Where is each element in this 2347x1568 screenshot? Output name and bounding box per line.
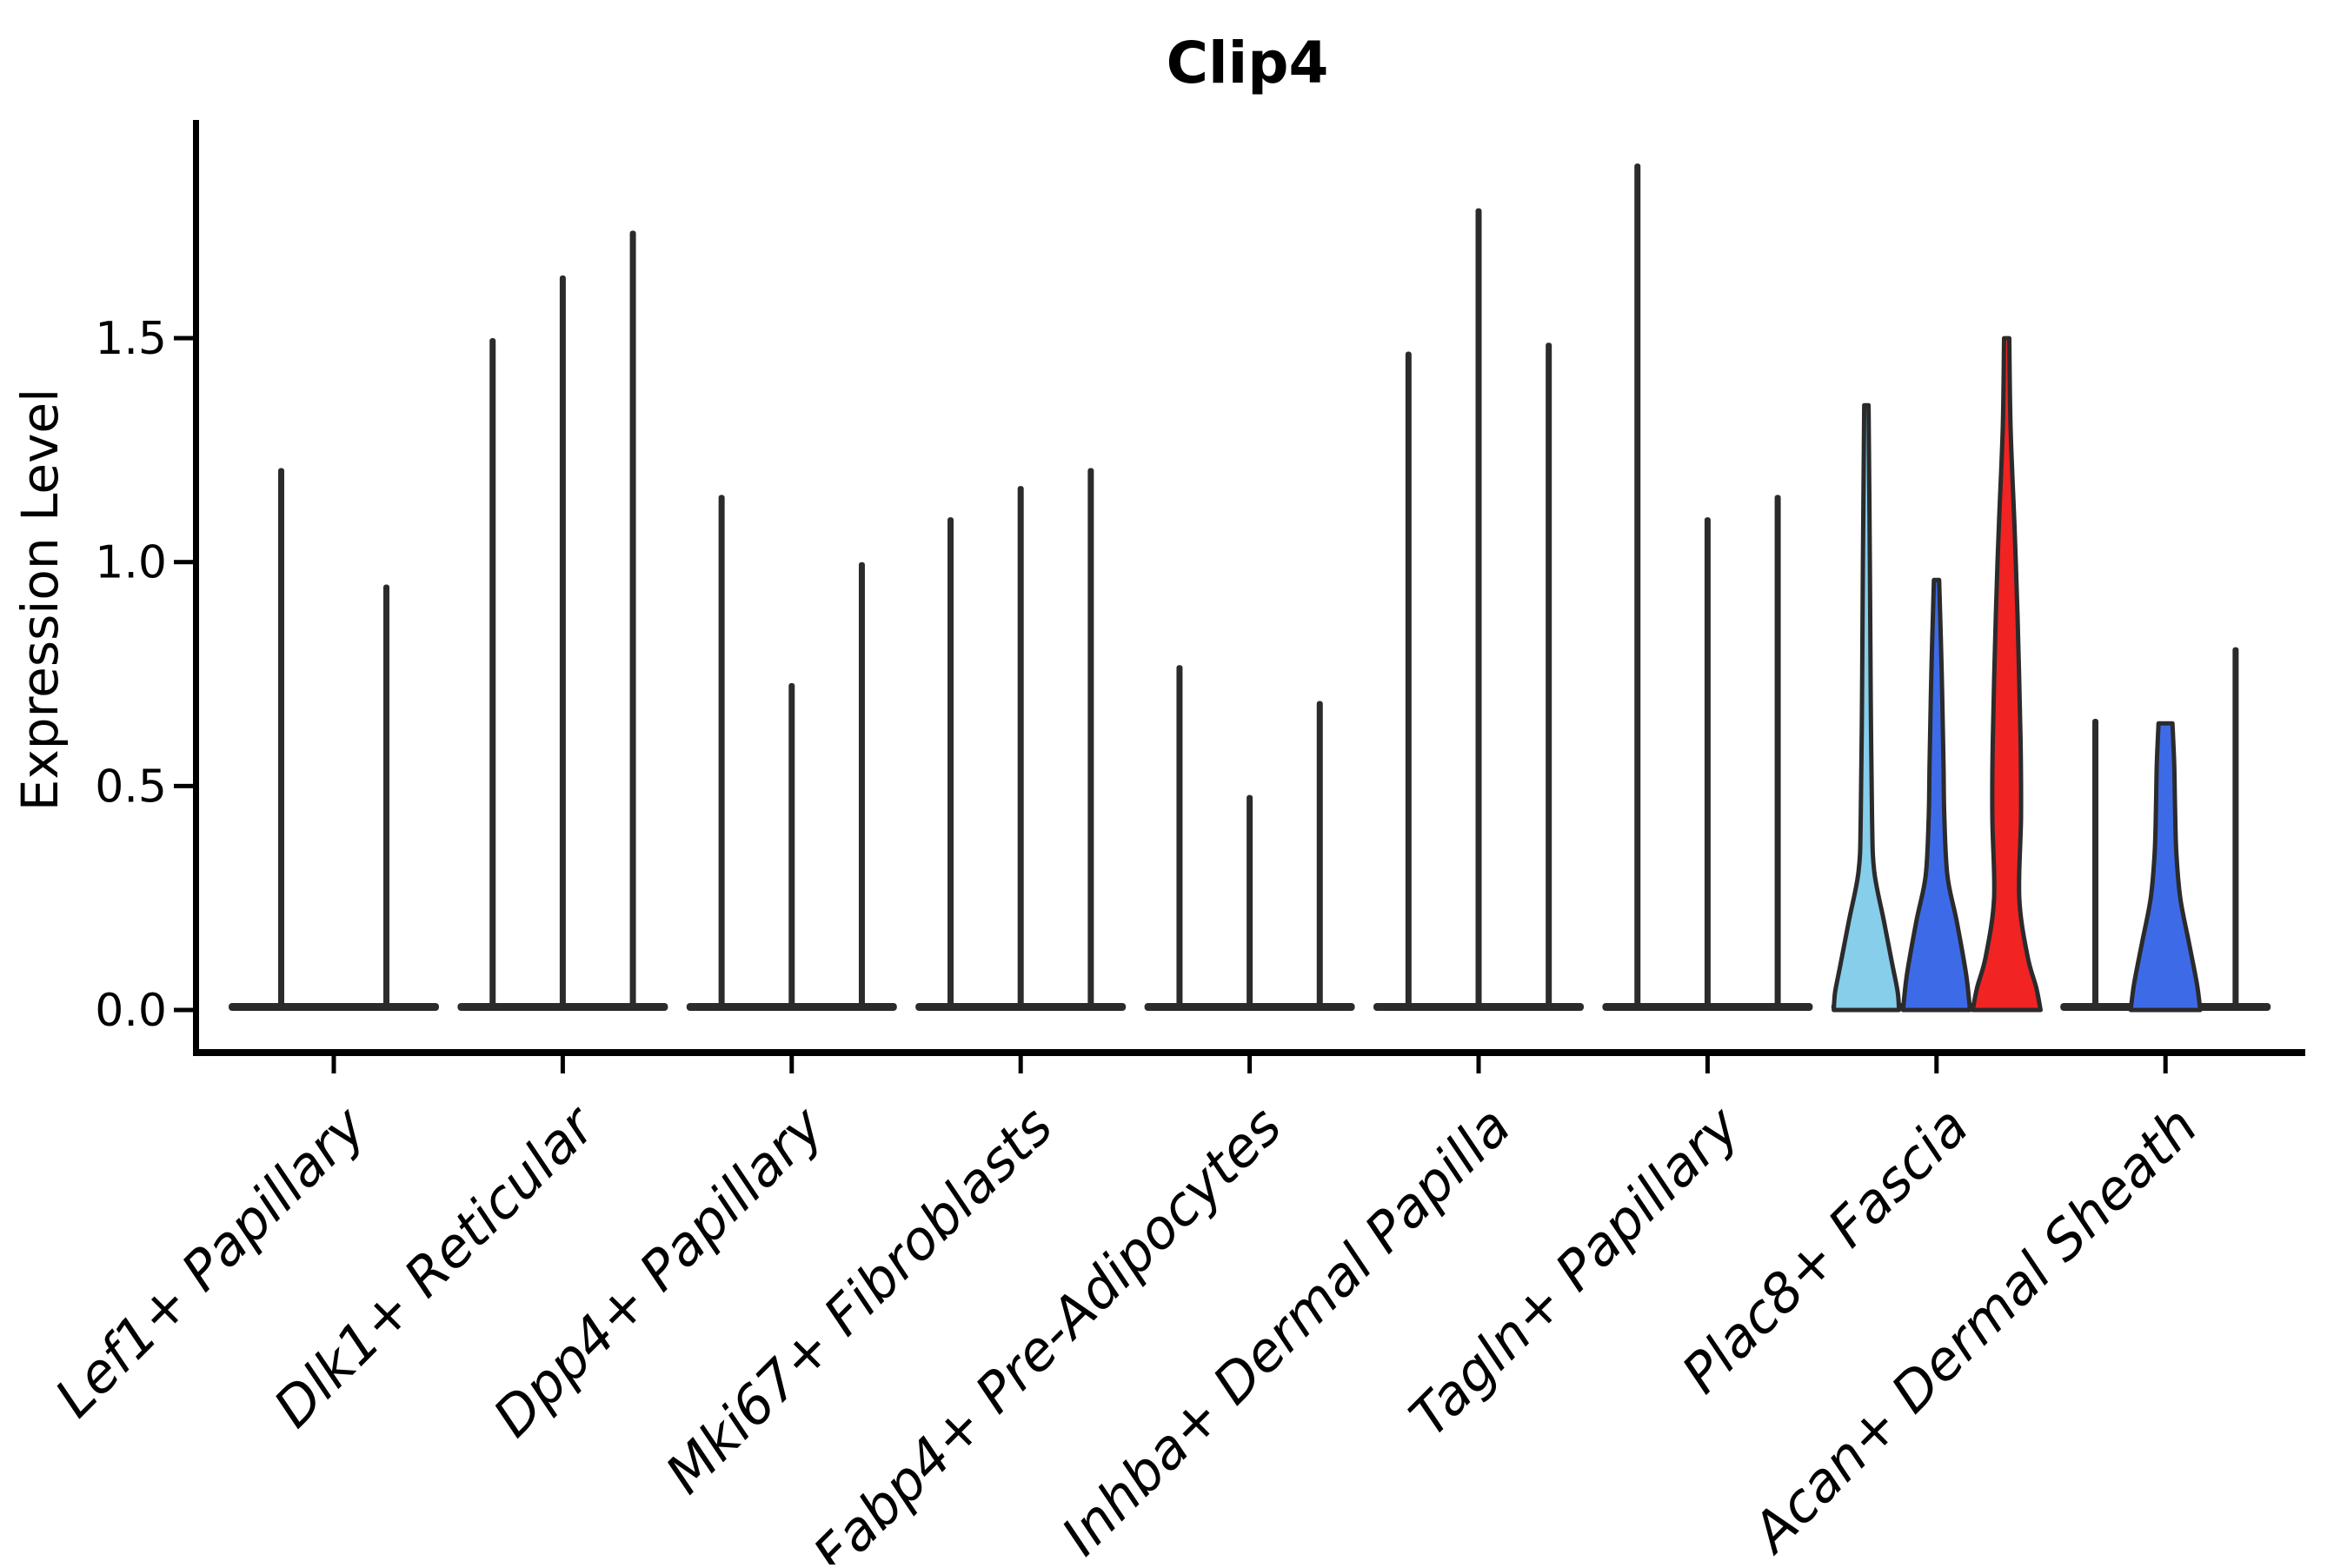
y-tick-label: 1.5	[95, 313, 167, 365]
violin-spike	[1475, 208, 1482, 1010]
y-tick-mark	[174, 560, 193, 565]
violin-spike	[788, 682, 795, 1010]
x-tick-mark	[1247, 1056, 1253, 1073]
y-tick-label: 1.0	[95, 537, 167, 589]
violin-spike	[2092, 719, 2099, 1010]
violin-spike	[947, 517, 954, 1010]
y-tick-mark	[174, 783, 193, 788]
violin-spike	[1176, 665, 1183, 1010]
x-tick-label: Fabp4+ Pre-Adipocytes	[801, 1094, 1293, 1565]
violin-spike	[858, 561, 865, 1010]
violin-spike	[1546, 342, 1552, 1010]
violin-baseline	[229, 1003, 439, 1011]
violin-spike	[383, 584, 389, 1010]
violin-spike	[2232, 647, 2239, 1010]
x-tick-mark	[1934, 1056, 1939, 1073]
violin-spike	[559, 275, 566, 1011]
violin-spike	[718, 495, 725, 1010]
x-axis-spine	[193, 1049, 2305, 1056]
violin-spike	[1634, 163, 1641, 1010]
x-tick-mark	[560, 1056, 565, 1073]
y-axis-spine	[193, 120, 199, 1056]
x-tick-mark	[1018, 1056, 1023, 1073]
violin-spike	[1087, 468, 1094, 1010]
y-tick-mark	[174, 1007, 193, 1013]
x-tick-mark	[331, 1056, 336, 1073]
y-tick-mark	[174, 336, 193, 341]
violin-spike	[1316, 701, 1323, 1010]
chart-title: Clip4	[1167, 30, 1329, 96]
violin-spike	[1774, 495, 1781, 1010]
violin-density	[2128, 721, 2203, 1013]
y-axis-label: Expression Level	[10, 389, 70, 811]
x-tick-label: Acan+ Dermal Sheath	[1738, 1094, 2210, 1565]
violin-density	[1971, 336, 2043, 1013]
violin-density	[1900, 577, 1972, 1013]
violin-spike	[1017, 486, 1024, 1010]
y-tick-label: 0.0	[95, 985, 167, 1037]
x-tick-mark	[2163, 1056, 2168, 1073]
x-tick-mark	[789, 1056, 795, 1073]
violin-spike	[1405, 351, 1412, 1010]
violin-spike	[489, 338, 496, 1010]
y-tick-label: 0.5	[95, 761, 167, 813]
violin-spike	[629, 230, 636, 1010]
violin-spike	[1704, 517, 1711, 1010]
x-tick-mark	[1476, 1056, 1481, 1073]
violin-density	[1832, 402, 1902, 1013]
x-tick-label: Inhba+ Dermal Papilla	[1049, 1094, 1522, 1565]
x-tick-mark	[1705, 1056, 1710, 1073]
violin-spike	[1247, 794, 1253, 1010]
violin-spike	[278, 468, 284, 1010]
x-tick-label: Mki67+ Fibroblasts	[654, 1094, 1065, 1505]
